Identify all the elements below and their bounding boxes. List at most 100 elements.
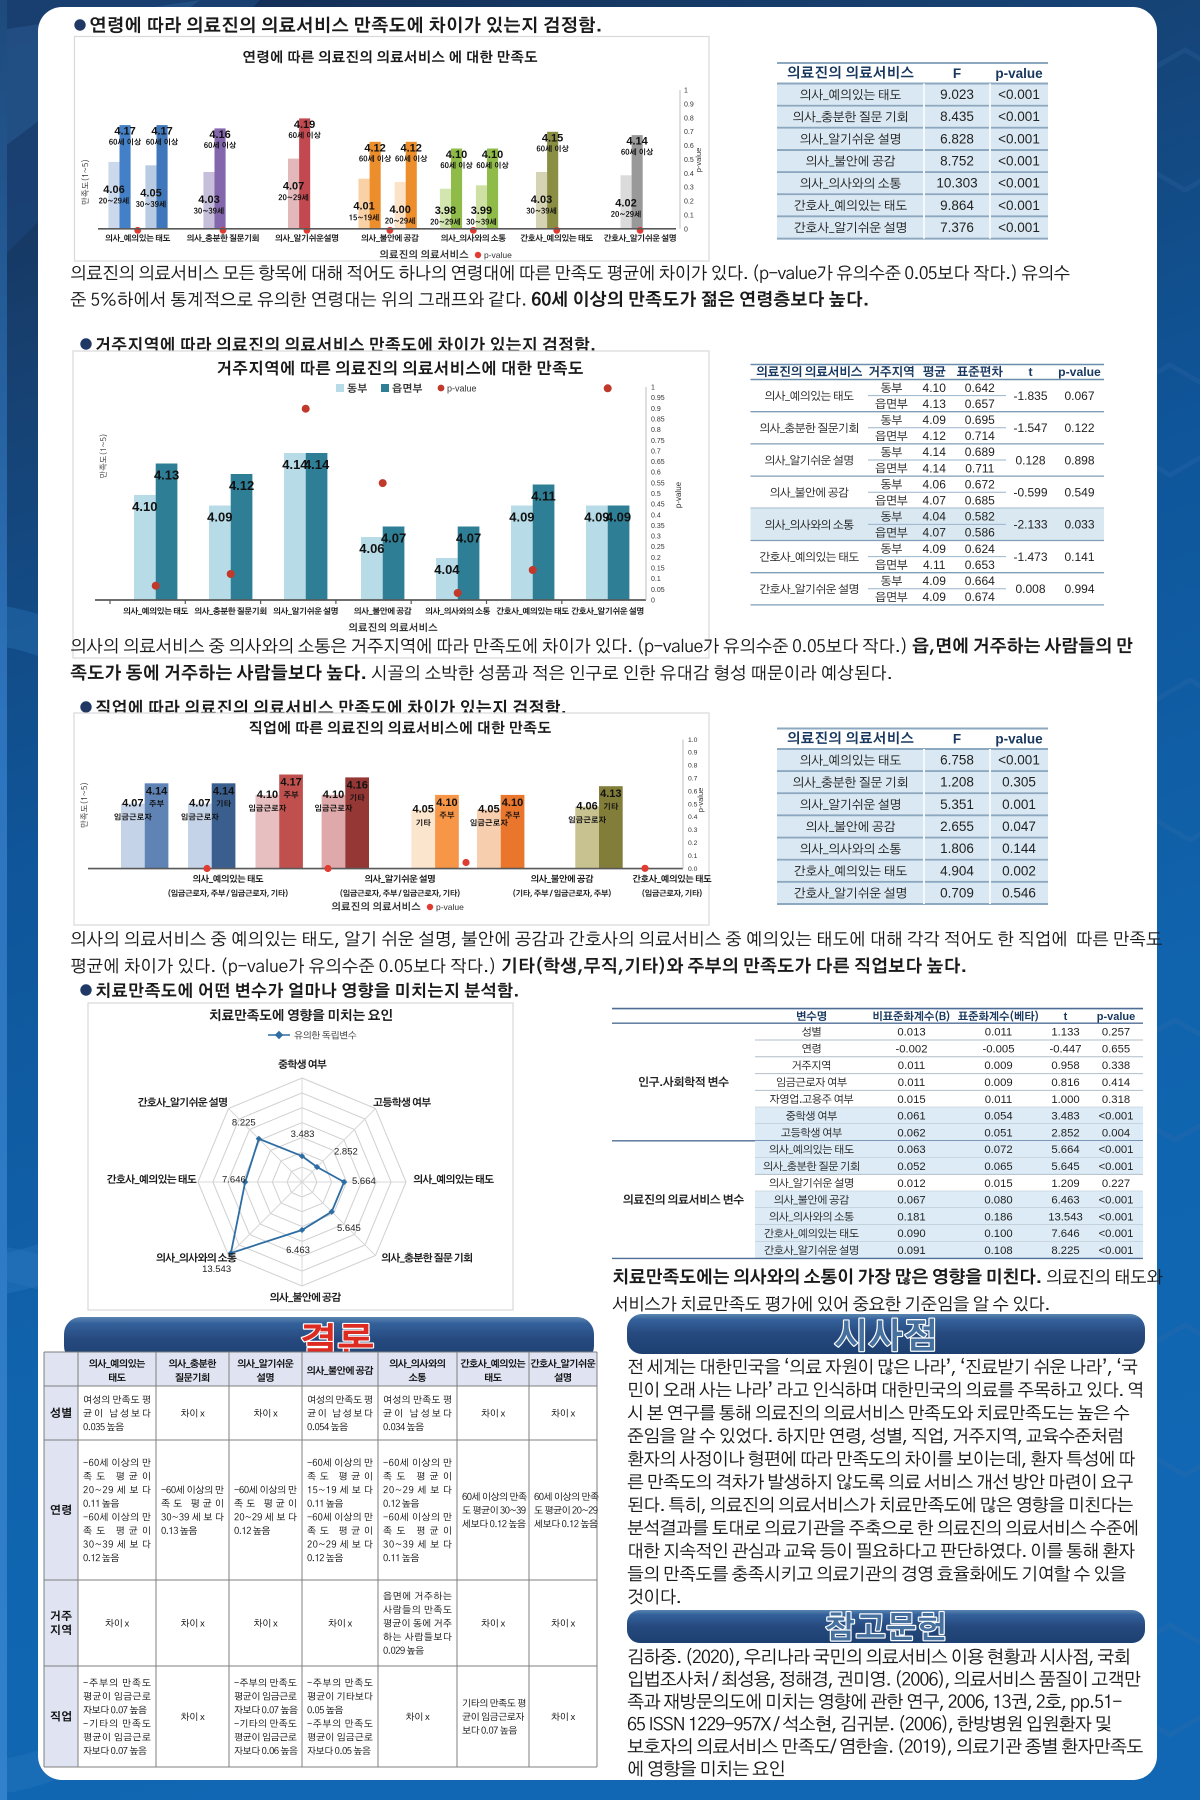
svg-text:0.685: 0.685 [965,494,995,508]
svg-text:3.98: 3.98 [435,205,456,217]
svg-text:0.7: 0.7 [651,448,661,455]
svg-text:7.646: 7.646 [1051,1228,1079,1240]
svg-text:0.75: 0.75 [651,438,665,445]
svg-text:0.0: 0.0 [688,866,698,873]
svg-text:0.85: 0.85 [651,416,665,423]
svg-text:0.128: 0.128 [1015,453,1045,467]
svg-text:<0.001: <0.001 [1099,1111,1134,1123]
svg-text:4.13: 4.13 [154,468,179,483]
svg-text:0.9: 0.9 [688,750,698,757]
svg-text:0.100: 0.100 [984,1228,1012,1240]
svg-text:0.05: 0.05 [651,587,665,594]
svg-text:4.06: 4.06 [359,541,384,556]
svg-text:-0.599: -0.599 [1013,486,1047,500]
svg-text:0.108: 0.108 [984,1245,1012,1257]
svg-text:4.10: 4.10 [257,789,278,801]
svg-text:4.14: 4.14 [213,785,235,797]
svg-text:0: 0 [684,226,688,233]
svg-text:-0.447: -0.447 [1049,1043,1081,1055]
svg-text:0.144: 0.144 [1002,841,1036,856]
svg-text:3.483: 3.483 [1051,1111,1079,1123]
svg-text:-1.473: -1.473 [1013,550,1047,564]
svg-text:1.0: 1.0 [688,737,698,744]
svg-text:0.549: 0.549 [1064,486,1094,500]
svg-text:6.463: 6.463 [1051,1195,1079,1207]
svg-text:4.904: 4.904 [940,863,974,878]
svg-text:4.01: 4.01 [353,201,374,213]
svg-text:13.543: 13.543 [202,1264,231,1275]
svg-text:4.04: 4.04 [923,510,947,524]
svg-text:4.05: 4.05 [478,804,499,816]
svg-text:10.303: 10.303 [936,176,977,191]
svg-text:4.09: 4.09 [584,510,609,525]
svg-text:0.15: 0.15 [651,566,665,573]
svg-text:p-value: p-value [995,66,1043,81]
svg-text:4.14: 4.14 [923,461,947,475]
svg-text:0.3: 0.3 [651,534,661,541]
svg-text:1.133: 1.133 [1051,1027,1079,1039]
svg-text:0.122: 0.122 [1064,421,1094,435]
svg-text:1.806: 1.806 [940,841,974,856]
svg-text:0.546: 0.546 [1002,886,1036,901]
svg-text:4.09: 4.09 [923,413,947,427]
svg-text:4.12: 4.12 [364,142,385,154]
svg-text:0.958: 0.958 [1051,1060,1079,1072]
svg-text:0.011: 0.011 [985,1094,1012,1106]
svg-text:4.12: 4.12 [400,142,421,154]
svg-text:0.051: 0.051 [984,1127,1012,1139]
svg-text:0.816: 0.816 [1051,1077,1079,1089]
svg-text:0.642: 0.642 [965,381,995,395]
svg-text:0.695: 0.695 [965,413,995,427]
svg-text:0.45: 0.45 [651,502,665,509]
svg-text:8.752: 8.752 [940,154,974,169]
svg-text:4.16: 4.16 [346,779,367,791]
svg-text:0.414: 0.414 [1102,1077,1130,1089]
svg-text:p-value: p-value [696,788,705,813]
svg-text:0.709: 0.709 [940,886,974,901]
svg-text:1.000: 1.000 [1051,1094,1079,1106]
svg-text:3.483: 3.483 [291,1129,315,1140]
svg-text:0.5: 0.5 [688,801,698,808]
svg-text:p-value: p-value [484,250,512,260]
svg-text:t: t [1064,1011,1068,1023]
svg-text:9.023: 9.023 [940,87,974,102]
svg-text:<0.001: <0.001 [998,87,1040,102]
svg-text:F: F [953,732,961,747]
svg-text:4.14: 4.14 [304,457,330,472]
svg-text:4.11: 4.11 [531,489,556,504]
svg-text:0.065: 0.065 [984,1161,1012,1173]
svg-text:0.013: 0.013 [897,1027,925,1039]
svg-text:1.208: 1.208 [940,775,974,790]
svg-text:4.13: 4.13 [923,397,947,411]
svg-text:0.898: 0.898 [1064,453,1094,467]
svg-text:5.645: 5.645 [337,1223,361,1234]
svg-text:4.06: 4.06 [103,184,124,196]
svg-text:4.09: 4.09 [606,510,631,525]
svg-text:7.646: 7.646 [222,1174,246,1185]
svg-text:4.07: 4.07 [283,181,304,193]
svg-text:4.10: 4.10 [436,797,457,809]
svg-text:0.2: 0.2 [684,199,694,206]
svg-text:p-value: p-value [694,148,703,173]
svg-text:0.7: 0.7 [688,776,698,783]
svg-text:0.318: 0.318 [1102,1094,1130,1106]
svg-text:4.15: 4.15 [542,132,563,144]
svg-text:4.06: 4.06 [576,801,597,813]
svg-text:p-value: p-value [1058,365,1101,379]
svg-text:8.225: 8.225 [1051,1245,1079,1257]
svg-text:4.17: 4.17 [280,777,301,789]
svg-text:0.011: 0.011 [898,1077,925,1089]
svg-text:0.015: 0.015 [984,1178,1012,1190]
svg-text:0.062: 0.062 [897,1127,925,1139]
svg-text:0.3: 0.3 [688,827,698,834]
svg-text:0.061: 0.061 [897,1111,925,1123]
svg-text:4.17: 4.17 [114,126,135,138]
svg-text:<0.001: <0.001 [1099,1228,1134,1240]
svg-text:0.8: 0.8 [684,115,694,122]
svg-text:0: 0 [651,598,655,605]
svg-text:8.225: 8.225 [232,1118,256,1129]
svg-text:4.10: 4.10 [923,381,947,395]
svg-text:13.543: 13.543 [1048,1211,1083,1223]
svg-text:0.8: 0.8 [651,427,661,434]
svg-text:<0.001: <0.001 [998,220,1040,235]
